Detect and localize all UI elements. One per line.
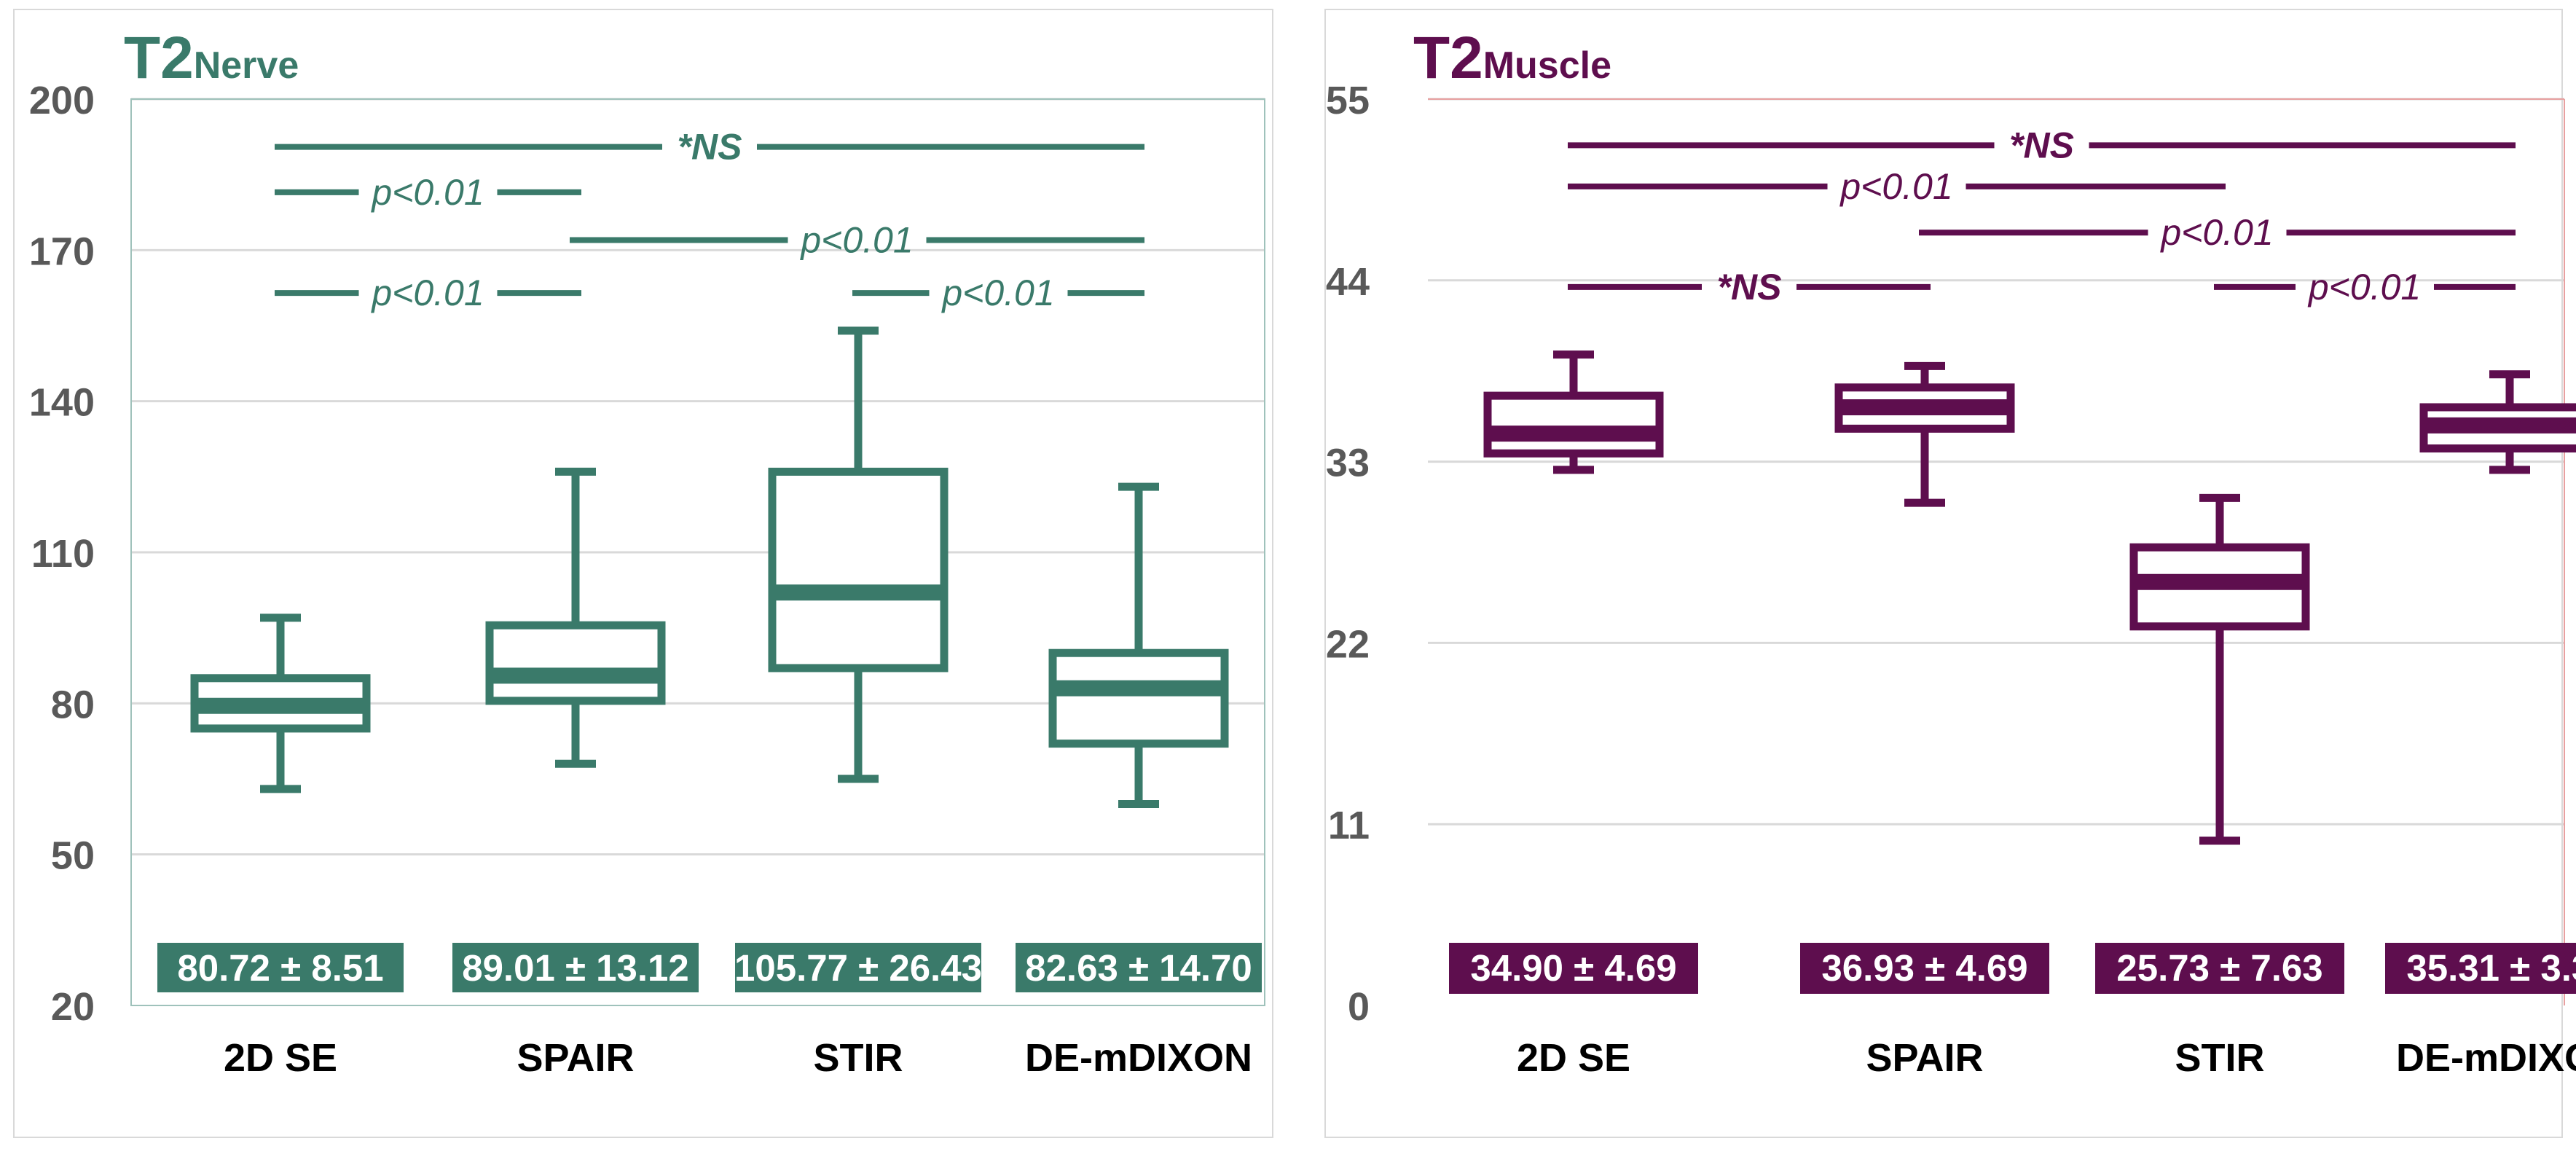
muscle-summary-label: 36.93 ± 4.69 — [1821, 947, 2027, 989]
box-iqr — [485, 621, 666, 705]
nerve-significance-bar-2: p<0.01 — [275, 172, 581, 213]
nerve-title-subscript: Nerve — [193, 44, 299, 87]
significance-label: p<0.01 — [2307, 267, 2421, 307]
muscle-box-2 — [1834, 361, 2015, 507]
muscle-significance-bar-2: p<0.01 — [1568, 166, 2226, 207]
nerve-boxplot: 20 50 80 110 140 170 200 *NS p<0.01 p<0.01 p<0.01 p… — [29, 79, 1265, 1080]
nerve-summary-label-bg — [452, 943, 699, 992]
box-iqr — [1048, 648, 1229, 748]
muscle-title-subscript: Muscle — [1483, 44, 1611, 87]
nerve-summary-label-bg — [157, 943, 404, 992]
nerve-significance-bar-3: p<0.01 — [570, 220, 1144, 261]
muscle-significance-bar-4: *NS — [1568, 267, 1931, 307]
muscle-title-main: T2 — [1413, 25, 1483, 91]
nerve-category-label: SPAIR — [517, 1036, 634, 1080]
significance-label: p<0.01 — [370, 172, 484, 213]
muscle-y-tick-label: 55 — [1326, 79, 1370, 122]
nerve-summary-label: 82.63 ± 14.70 — [1025, 947, 1252, 989]
nerve-summary-label-bg — [735, 943, 981, 992]
muscle-chart-panel: T2Muscle 0 11 22 33 44 55 *NS p<0.01 p<0.01 *NS p<… — [1324, 9, 2576, 1138]
nerve-title-main: T2 — [124, 25, 194, 91]
nerve-summary-label: 89.01 ± 13.12 — [462, 947, 689, 989]
muscle-category-label: DE-mDIXON — [2396, 1036, 2576, 1080]
nerve-y-tick-label: 20 — [51, 985, 95, 1029]
muscle-summary-label-bg — [1449, 943, 1698, 994]
nerve-summary-label-bg — [1016, 943, 1262, 992]
muscle-y-tick-label: 22 — [1326, 622, 1370, 666]
nerve-y-tick-label: 80 — [51, 683, 95, 726]
muscle-summary-label: 25.73 ± 7.63 — [2116, 947, 2322, 989]
muscle-category-label: 2D SE — [1517, 1036, 1630, 1080]
nerve-category-label: 2D SE — [224, 1036, 337, 1080]
muscle-y-tick-label: 0 — [1348, 985, 1370, 1029]
muscle-y-tick-label: 44 — [1326, 260, 1370, 304]
nerve-box-2 — [485, 467, 666, 768]
muscle-y-tick-label: 11 — [1328, 804, 1370, 847]
nerve-box-3 — [768, 326, 949, 783]
muscle-summary-label-bg — [1800, 943, 2049, 994]
significance-label: p<0.01 — [799, 220, 913, 261]
muscle-significance-bar-1: *NS — [1568, 125, 2516, 165]
significance-label: *NS — [2009, 125, 2074, 165]
box-iqr — [1483, 391, 1664, 458]
nerve-chart-panel: T2Nerve 20 50 80 110 140 170 200 *NS p<0.01 p<0.0… — [13, 9, 1273, 1138]
nerve-chart-title: T2Nerve — [124, 15, 299, 109]
muscle-significance-bar-5: p<0.01 — [2214, 267, 2516, 307]
muscle-significance-bar-3: p<0.01 — [1919, 212, 2516, 253]
box-iqr — [768, 467, 949, 672]
nerve-significance-bar-4: p<0.01 — [275, 272, 581, 313]
muscle-chart-title: T2Muscle — [1413, 15, 1611, 109]
nerve-significance-bar-1: *NS — [275, 127, 1144, 168]
nerve-summary-label: 80.72 ± 8.51 — [177, 947, 383, 989]
muscle-y-tick-label: 33 — [1326, 442, 1370, 485]
significance-label: p<0.01 — [370, 272, 484, 313]
nerve-box-4 — [1048, 482, 1229, 809]
muscle-box-4 — [2419, 370, 2576, 474]
significance-label: *NS — [1717, 267, 1782, 307]
nerve-box-1 — [190, 613, 371, 793]
nerve-summary-label: 105.77 ± 26.43 — [734, 947, 982, 989]
significance-label: *NS — [678, 127, 742, 168]
nerve-plot-frame — [130, 98, 1265, 1006]
muscle-box-1 — [1483, 350, 1664, 474]
significance-label: p<0.01 — [2159, 212, 2273, 253]
muscle-summary-label: 35.31 ± 3.39 — [2406, 947, 2576, 989]
nerve-y-tick-label: 200 — [29, 79, 95, 122]
nerve-y-tick-label: 140 — [29, 381, 95, 425]
nerve-y-tick-label: 170 — [29, 230, 95, 273]
nerve-category-label: DE-mDIXON — [1025, 1036, 1252, 1080]
nerve-significance-bar-5: p<0.01 — [852, 272, 1144, 313]
muscle-summary-label-bg — [2385, 943, 2576, 994]
muscle-category-label: STIR — [2175, 1036, 2264, 1080]
nerve-y-tick-label: 50 — [51, 834, 95, 878]
significance-label: p<0.01 — [941, 272, 1054, 313]
nerve-category-label: STIR — [813, 1036, 903, 1080]
muscle-category-label: SPAIR — [1866, 1036, 1983, 1080]
muscle-summary-label-bg — [2095, 943, 2344, 994]
muscle-box-3 — [2129, 493, 2310, 845]
nerve-y-tick-label: 110 — [31, 532, 95, 576]
muscle-boxplot: 0 11 22 33 44 55 *NS p<0.01 p<0.01 *NS p<0.01 34.90… — [1326, 79, 2576, 1080]
muscle-summary-label: 34.90 ± 4.69 — [1470, 947, 1676, 989]
significance-label: p<0.01 — [1839, 166, 1952, 207]
